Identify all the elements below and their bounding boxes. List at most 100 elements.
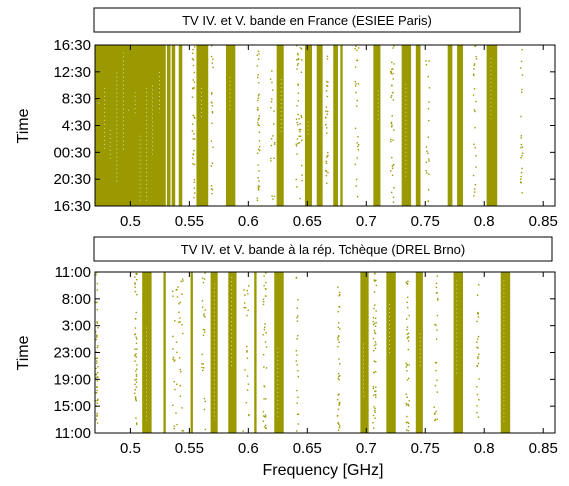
sparse-point bbox=[247, 383, 250, 385]
sparse-point bbox=[258, 131, 261, 134]
sparse-point bbox=[265, 427, 267, 429]
sparse-point bbox=[96, 380, 99, 382]
sparse-point bbox=[520, 60, 523, 63]
sparse-point bbox=[406, 326, 409, 328]
x-tick-label: 0.7 bbox=[356, 213, 377, 230]
sparse-point bbox=[405, 402, 407, 405]
sparse-point bbox=[357, 145, 359, 148]
sparse-point bbox=[326, 85, 329, 88]
sparse-point bbox=[519, 67, 522, 69]
sparse-point bbox=[296, 186, 298, 188]
sparse-point bbox=[435, 282, 438, 285]
occupied-band bbox=[171, 45, 176, 206]
sparse-point bbox=[257, 189, 260, 191]
sparse-point bbox=[273, 157, 275, 159]
sparse-point bbox=[204, 428, 207, 431]
sparse-point bbox=[374, 331, 376, 334]
sparse-point bbox=[135, 311, 137, 314]
sparse-point bbox=[248, 413, 250, 416]
sparse-point bbox=[475, 55, 477, 58]
sparse-point bbox=[357, 149, 359, 151]
sparse-point bbox=[96, 415, 98, 417]
sparse-point bbox=[245, 401, 247, 404]
chart-title-box bbox=[93, 236, 553, 262]
sparse-point bbox=[264, 295, 267, 297]
sparse-point bbox=[263, 398, 265, 400]
x-tick-label: 0.6 bbox=[238, 213, 259, 230]
sparse-point bbox=[357, 83, 360, 85]
sparse-point bbox=[203, 314, 205, 317]
y-tick-label: 23:00 bbox=[53, 345, 91, 362]
sparse-point bbox=[297, 57, 299, 60]
sparse-point bbox=[97, 327, 99, 329]
sparse-point bbox=[326, 182, 328, 185]
sparse-point bbox=[372, 385, 375, 388]
sparse-point bbox=[301, 139, 303, 142]
sparse-point bbox=[428, 87, 431, 89]
sparse-point bbox=[392, 78, 394, 80]
sparse-point bbox=[427, 152, 429, 154]
sparse-point bbox=[474, 126, 476, 129]
sparse-point bbox=[428, 158, 430, 160]
sparse-point bbox=[300, 71, 303, 73]
sparse-point bbox=[325, 170, 328, 173]
sparse-point bbox=[354, 66, 357, 68]
sparse-point bbox=[374, 341, 377, 343]
sparse-point bbox=[257, 187, 259, 189]
sparse-point bbox=[95, 272, 98, 274]
sparse-point bbox=[96, 402, 98, 404]
sparse-point bbox=[356, 142, 358, 144]
sparse-point bbox=[201, 353, 203, 356]
sparse-point bbox=[257, 164, 259, 166]
sparse-point bbox=[375, 343, 377, 345]
sparse-point bbox=[475, 58, 478, 60]
sparse-point bbox=[408, 422, 410, 424]
sparse-point bbox=[428, 160, 430, 162]
sparse-point bbox=[337, 335, 340, 337]
sparse-point bbox=[434, 412, 436, 415]
sparse-point bbox=[135, 378, 138, 381]
chart-title: TV IV. et V. bande à la rép. Tchèque (DR… bbox=[181, 242, 466, 257]
sparse-point bbox=[192, 138, 194, 140]
sparse-point bbox=[172, 348, 174, 350]
sparse-point bbox=[180, 280, 182, 283]
sparse-point bbox=[473, 68, 475, 70]
sparse-point bbox=[434, 413, 436, 416]
sparse-point bbox=[264, 414, 267, 416]
sparse-point bbox=[338, 358, 340, 360]
sparse-point bbox=[295, 360, 297, 362]
sparse-point bbox=[374, 409, 376, 412]
sparse-point bbox=[338, 291, 341, 294]
sparse-point bbox=[134, 333, 136, 336]
sparse-point bbox=[372, 414, 375, 417]
sparse-point bbox=[373, 279, 375, 281]
sparse-point bbox=[327, 154, 329, 157]
sparse-point bbox=[178, 357, 181, 359]
y-axis: 11:00 8:00 3:00 23:00 19:00 15:00 11:00 bbox=[53, 264, 555, 442]
sparse-point bbox=[296, 402, 298, 404]
sparse-point bbox=[391, 167, 394, 169]
sparse-point bbox=[192, 86, 195, 89]
sparse-point bbox=[265, 367, 268, 369]
sparse-point bbox=[298, 128, 301, 131]
sparse-point bbox=[175, 412, 177, 414]
y-axis-label: Time bbox=[15, 108, 32, 143]
sparse-point bbox=[193, 71, 196, 74]
y-tick-label: 19:00 bbox=[53, 371, 91, 388]
sparse-point bbox=[393, 63, 395, 65]
chart-title: TV IV. et V. bande en France (ESIEE Pari… bbox=[182, 13, 432, 28]
occupied-band bbox=[304, 45, 313, 206]
sparse-point bbox=[325, 162, 328, 165]
sparse-point bbox=[392, 201, 395, 203]
sparse-point bbox=[436, 314, 439, 317]
sparse-point bbox=[392, 68, 394, 70]
sparse-point bbox=[406, 396, 408, 398]
occupied-band bbox=[274, 272, 284, 433]
sparse-point bbox=[521, 74, 524, 76]
sparse-point bbox=[428, 173, 430, 175]
occupied-band bbox=[254, 272, 257, 433]
sparse-point bbox=[405, 366, 408, 368]
sparse-point bbox=[257, 107, 259, 109]
sparse-point bbox=[193, 87, 195, 89]
sparse-point bbox=[263, 328, 266, 331]
